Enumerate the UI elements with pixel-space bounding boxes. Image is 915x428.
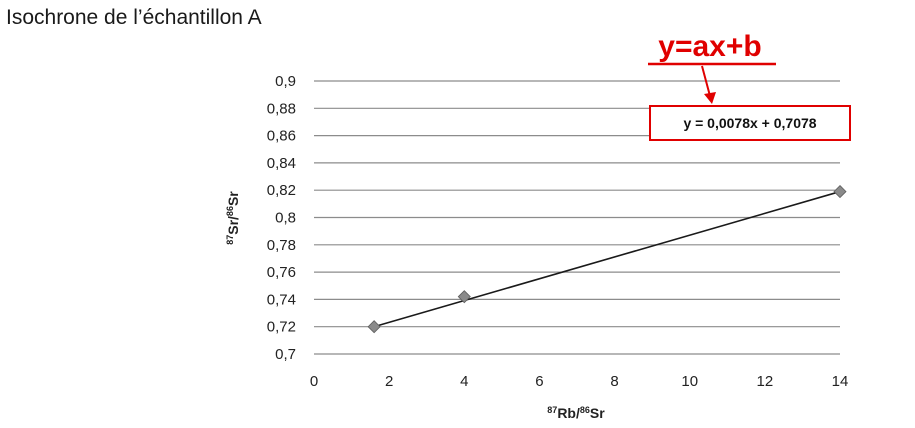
page-title: Isochrone de l’échantillon A: [6, 6, 262, 29]
y-tick-labels: 0,7 0,72 0,74 0,76 0,78 0,8 0,82 0,84 0,86 0,88 0,…: [267, 73, 296, 363]
annotation-arrowhead: [704, 92, 716, 104]
data-points: [367, 184, 847, 334]
x-tick-label: 12: [757, 373, 774, 390]
x-tick-label: 14: [832, 373, 849, 390]
x-tick-label: 2: [385, 373, 393, 390]
y-tick-label: 0,72: [267, 319, 296, 336]
x-tick-label: 0: [310, 373, 318, 390]
equation-label: y = 0,0078x + 0,7078: [683, 115, 816, 131]
x-tick-labels: 0 2 4 6 8 10 12 14: [310, 373, 849, 390]
y-tick-label: 0,86: [267, 128, 296, 145]
x-tick-label: 6: [535, 373, 543, 390]
equation-box: [649, 105, 851, 141]
data-point: [457, 290, 471, 304]
annotation-arrow: [701, 65, 711, 97]
x-tick-label: 10: [681, 373, 698, 390]
annotation-label: y=ax+b: [658, 30, 761, 63]
y-tick-label: 0,74: [267, 291, 296, 308]
y-tick-label: 0,9: [275, 73, 296, 90]
data-point: [367, 320, 381, 334]
y-axis-title: 87Sr/86Sr: [225, 191, 241, 245]
y-tick-label: 0,78: [267, 237, 296, 254]
gridlines: [314, 80, 840, 355]
y-tick-label: 0,84: [267, 155, 296, 172]
y-tick-label: 0,76: [267, 264, 296, 281]
data-point: [833, 184, 847, 199]
x-tick-label: 8: [610, 373, 618, 390]
y-tick-label: 0,82: [267, 182, 296, 199]
trendline-segment: [373, 190, 841, 328]
y-tick-label: 0,7: [275, 346, 296, 363]
y-tick-label: 0,88: [267, 100, 296, 117]
trendline: [373, 190, 841, 328]
y-tick-label: 0,8: [275, 210, 296, 227]
x-axis-title: 87Rb/86Sr: [547, 405, 605, 421]
x-tick-label: 4: [460, 373, 468, 390]
